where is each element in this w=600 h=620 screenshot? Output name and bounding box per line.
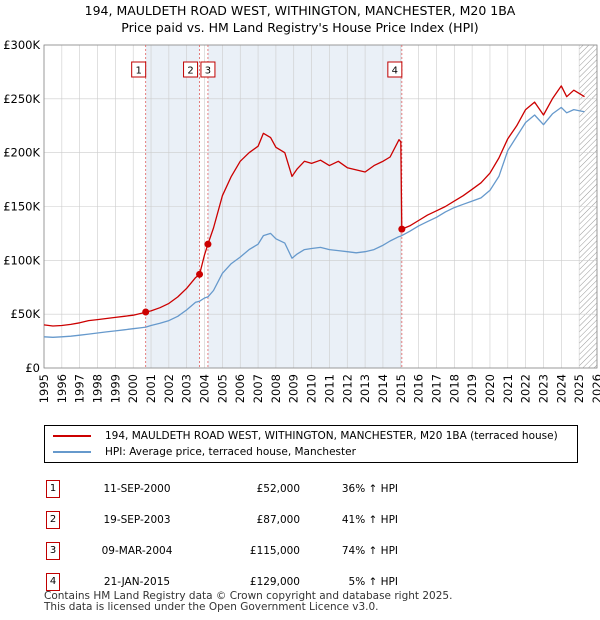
x-tick-label: 2000 xyxy=(126,374,140,403)
sales-table: 1 11-SEP-2000 £52,000 36% ↑ HPI 2 19-SEP… xyxy=(44,473,398,597)
x-tick-label: 1996 xyxy=(55,374,69,403)
x-tick-label: 2018 xyxy=(447,374,461,403)
sale-marker-box xyxy=(200,61,216,78)
footer-line2: This data is licensed under the Open Gov… xyxy=(44,601,379,613)
x-tick-label: 2015 xyxy=(394,374,408,403)
table-row: 3 09-MAR-2004 £115,000 74% ↑ HPI xyxy=(44,535,398,566)
sale-number: 3 xyxy=(46,541,60,560)
x-tick-label: 2011 xyxy=(322,374,336,403)
x-tick-label: 1995 xyxy=(37,374,51,403)
x-tick-label: 2002 xyxy=(162,374,176,403)
sale-marker-number: 4 xyxy=(392,66,398,77)
hpi-line xyxy=(43,106,585,338)
x-tick-label: 2009 xyxy=(287,374,301,403)
sale-price: £115,000 xyxy=(249,544,300,557)
y-tick-label: £50K xyxy=(11,307,41,321)
legend-swatch-hpi xyxy=(53,451,91,453)
x-tick-label: 2013 xyxy=(358,374,372,403)
sale-hpi-change: 74% ↑ HPI xyxy=(341,544,398,557)
sale-hpi-change: 41% ↑ HPI xyxy=(341,513,398,526)
sale-marker-box xyxy=(183,61,199,78)
sale-marker-label: 1 xyxy=(131,61,147,78)
chart-legend: 194, MAULDETH ROAD WEST, WITHINGTON, MAN… xyxy=(44,425,578,463)
x-tick-label: 1999 xyxy=(108,374,122,403)
sale-marker-box xyxy=(131,61,147,78)
sale-marker-label: 4 xyxy=(387,61,403,78)
legend-swatch-property xyxy=(53,435,91,437)
sale-point xyxy=(196,270,204,278)
y-tick-label: £100K xyxy=(3,253,40,267)
sale-marker-number: 2 xyxy=(187,66,193,77)
x-tick-label: 2012 xyxy=(340,374,354,403)
x-tick-label: 2010 xyxy=(305,374,319,403)
legend-item-hpi: HPI: Average price, terraced house, Manc… xyxy=(53,444,356,460)
x-tick-label: 2003 xyxy=(180,374,194,403)
x-tick-label: 2005 xyxy=(215,374,229,403)
sale-marker-number: 1 xyxy=(135,66,141,77)
price-chart: £0 £50K £100K £150K £200K £250K £300K 1995 1996 1… xyxy=(3,38,600,403)
footer: Contains HM Land Registry data © Crown c… xyxy=(44,591,452,613)
x-tick-label: 2008 xyxy=(269,374,283,403)
x-tick-label: 2017 xyxy=(429,374,443,403)
sale-price: £87,000 xyxy=(256,513,300,526)
chart-title-line2: Price paid vs. HM Land Registry's House … xyxy=(121,20,479,35)
sale-point xyxy=(398,225,406,233)
table-row: 4 21-JAN-2015 £129,000 5% ↑ HPI xyxy=(44,566,398,597)
sale-hpi-change: 5% ↑ HPI xyxy=(348,575,398,588)
sale-date: 09-MAR-2004 xyxy=(101,544,173,557)
y-tick-label: £300K xyxy=(3,38,40,52)
x-tick-label: 2001 xyxy=(144,374,158,403)
x-tick-label: 2025 xyxy=(572,374,586,403)
sale-marker-label: 3 xyxy=(200,61,216,78)
x-tick-label: 2014 xyxy=(376,374,390,403)
x-tick-label: 2016 xyxy=(412,374,426,403)
sale-point xyxy=(142,308,150,316)
x-tick-label: 2020 xyxy=(483,374,497,403)
y-tick-label: £200K xyxy=(3,146,40,160)
x-tick-label: 2023 xyxy=(536,374,550,403)
table-row: 2 19-SEP-2003 £87,000 41% ↑ HPI xyxy=(44,504,398,535)
legend-label-property: 194, MAULDETH ROAD WEST, WITHINGTON, MAN… xyxy=(105,430,558,442)
table-row: 1 11-SEP-2000 £52,000 36% ↑ HPI xyxy=(44,473,398,504)
x-tick-label: 2021 xyxy=(501,374,515,403)
x-tick-label: 2019 xyxy=(465,374,479,403)
sale-date: 11-SEP-2000 xyxy=(103,482,171,495)
plot-frame xyxy=(43,44,598,369)
x-tick-label: 2007 xyxy=(251,374,265,403)
sale-number: 1 xyxy=(46,479,60,498)
sale-price: £129,000 xyxy=(249,575,300,588)
sale-marker-box xyxy=(387,61,403,78)
y-tick-label: £250K xyxy=(3,92,40,106)
sale-price: £52,000 xyxy=(256,482,300,495)
legend-label-hpi: HPI: Average price, terraced house, Manc… xyxy=(105,446,356,458)
y-tick-label: £150K xyxy=(3,200,40,214)
sale-number: 2 xyxy=(46,510,60,529)
y-tick-label: £0 xyxy=(25,361,40,375)
chart-title-line1: 194, MAULDETH ROAD WEST, WITHINGTON, MAN… xyxy=(84,3,516,18)
x-tick-label: 2004 xyxy=(198,374,212,403)
sale-date: 19-SEP-2003 xyxy=(103,513,171,526)
x-tick-label: 1998 xyxy=(91,374,105,403)
sale-marker-label: 2 xyxy=(183,61,199,78)
x-tick-label: 2026 xyxy=(590,374,600,403)
sale-hpi-change: 36% ↑ HPI xyxy=(341,482,398,495)
x-tick-label: 2006 xyxy=(233,374,247,403)
sale-date: 21-JAN-2015 xyxy=(103,575,171,588)
sale-number: 4 xyxy=(46,572,60,591)
footer-line1: Contains HM Land Registry data © Crown c… xyxy=(44,590,453,602)
x-tick-label: 2022 xyxy=(519,374,533,403)
legend-item-property: 194, MAULDETH ROAD WEST, WITHINGTON, MAN… xyxy=(53,428,558,444)
x-tick-label: 2024 xyxy=(554,374,568,403)
sale-point xyxy=(204,240,212,248)
x-tick-label: 1997 xyxy=(73,374,87,403)
sale-marker-number: 3 xyxy=(205,66,211,77)
